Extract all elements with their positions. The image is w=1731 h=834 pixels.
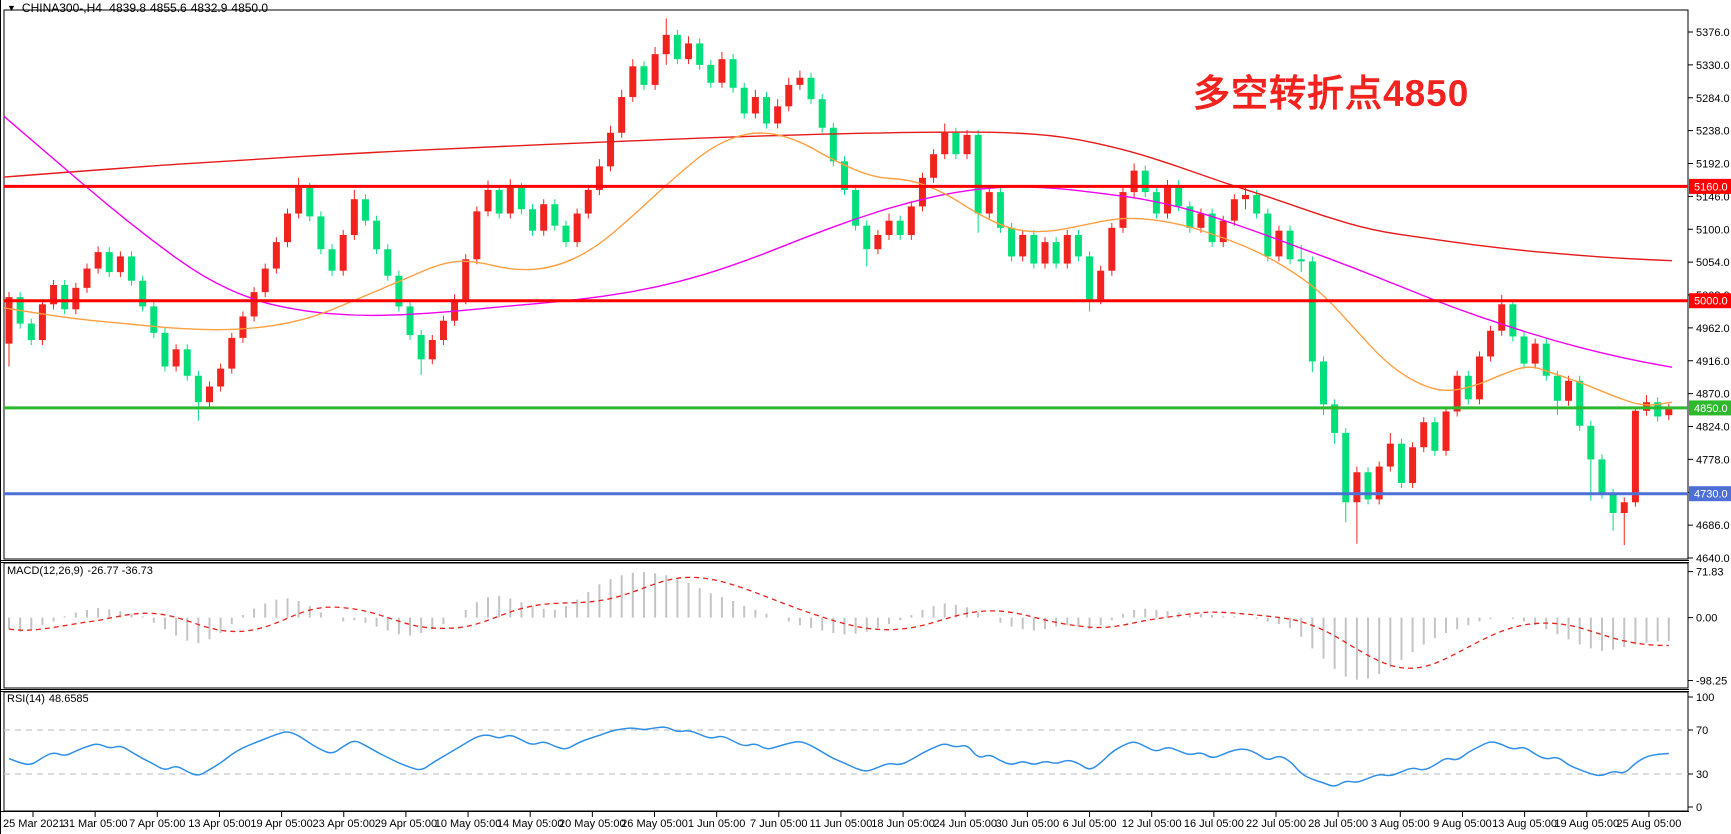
collapse-chart-icon[interactable]: ▼ [7,3,16,13]
price-tick-label: 5192.0 [1696,159,1730,171]
price-tick-label: 4824.0 [1696,422,1730,434]
ma-slow-red [3,131,1673,262]
time-tick-label: 22 Jul 05:00 [1246,818,1306,830]
price-tick-label: 4640.0 [1696,553,1730,565]
time-tick-label: 1 Jun 05:00 [688,818,746,830]
macd-indicator-label: MACD(12,26,9) -26.77 -36.73 [7,565,157,577]
time-tick-label: 13 Aug 05:00 [1492,818,1557,830]
rsi-line [8,726,1669,787]
price-tick-label: 5330.0 [1696,60,1730,72]
price-badge-4850: 4850.0 [1689,400,1731,416]
macd-tick-label: 0.00 [1696,613,1717,625]
ma-medium-magenta [3,115,1673,368]
time-tick-label: 25 Aug 05:00 [1616,818,1681,830]
time-tick-label: 12 Jul 05:00 [1122,818,1182,830]
price-axis[interactable]: 5376.0 5330.0 5284.0 5238.0 5192.0 5146.0 5100… [1688,0,1731,834]
time-tick-label: 19 Aug 05:00 [1554,818,1619,830]
price-tick-label: 5100.0 [1696,224,1730,236]
ohlc-low: 4832.9 [190,1,228,15]
time-tick-label: 18 Jun 05:00 [871,818,935,830]
time-tick-label: 20 May 05:00 [559,818,626,830]
chart-text-annotation: 多空转折点4850 [1193,73,1470,114]
macd-tick-label: -98.25 [1696,676,1727,688]
rsi-value: 48.6585 [48,693,89,705]
price-tick-label: 4916.0 [1696,356,1730,368]
price-tick-label: 5238.0 [1696,126,1730,138]
time-tick-label: 25 Mar 2021 [3,818,65,830]
time-tick-label: 26 May 05:00 [621,818,688,830]
rsi-tick-label: 70 [1696,725,1708,737]
ohlc-close: 4850.0 [231,1,269,15]
time-tick-label: 7 Jun 05:00 [750,818,808,830]
rsi-indicator-label: RSI(14) 48.6585 [7,693,93,705]
rsi-tick-label: 30 [1696,769,1708,781]
time-tick-label: 11 Jun 05:00 [810,818,873,830]
time-tick-label: 9 Aug 05:00 [1433,818,1492,830]
ohlc-open: 4839.8 [109,1,146,15]
svg-text:4850.0: 4850.0 [1694,403,1728,415]
price-tick-label: 4686.0 [1696,520,1730,532]
price-tick-label: 5376.0 [1696,27,1730,39]
ma-fast-orange [3,132,1673,406]
chart-title-bar: ▼ CHINA300-,H4 4839.8 4855.6 4832.9 4850.0 [7,1,272,15]
time-tick-label: 23 Apr 05:00 [313,818,375,830]
time-tick-label: 10 May 05:00 [435,818,502,830]
time-tick-label: 29 Apr 05:00 [375,818,437,830]
rsi-panel[interactable] [3,691,1689,812]
time-tick-label: 24 Jun 05:00 [933,818,997,830]
ohlc-high: 4855.6 [150,1,187,15]
price-badge-5000: 5000.0 [1689,293,1731,309]
price-tick-label: 5054.0 [1696,257,1730,269]
rsi-tick-label: 100 [1696,692,1714,704]
macd-values: -26.77 -36.73 [87,565,153,577]
rsi-name: RSI(14) [7,693,45,705]
time-tick-label: 13 Apr 05:00 [188,818,250,830]
price-tick-label: 5284.0 [1696,93,1730,105]
candlestick-series [5,18,1673,546]
time-tick-label: 14 May 05:00 [497,818,564,830]
macd-tick-label: 71.83 [1696,567,1724,579]
time-tick-label: 30 Jun 05:00 [996,818,1060,830]
price-tick-label: 4870.0 [1696,389,1730,401]
svg-text:5160.0: 5160.0 [1694,181,1728,193]
price-panel[interactable] [3,9,1689,560]
macd-name: MACD(12,26,9) [7,565,84,577]
time-tick-label: 7 Apr 05:00 [129,818,185,830]
time-tick-label: 3 Aug 05:00 [1371,818,1430,830]
time-tick-label: 31 Mar 05:00 [63,818,128,830]
price-tick-label: 5146.0 [1696,191,1730,203]
time-tick-label: 16 Jul 05:00 [1184,818,1244,830]
symbol-period-label: CHINA300-,H4 [21,1,102,15]
svg-text:5000.0: 5000.0 [1694,296,1728,308]
svg-text:4730.0: 4730.0 [1694,489,1728,501]
price-tick-label: 4778.0 [1696,454,1730,466]
macd-panel[interactable] [3,562,1689,689]
time-tick-label: 19 Apr 05:00 [250,818,312,830]
time-tick-label: 28 Jul 05:00 [1308,818,1368,830]
time-tick-label: 6 Jul 05:00 [1063,818,1117,830]
price-badge-5160: 5160.0 [1689,178,1731,194]
rsi-tick-label: 0 [1696,802,1702,814]
price-badge-4730: 4730.0 [1689,486,1731,502]
price-tick-label: 4962.0 [1696,323,1730,335]
